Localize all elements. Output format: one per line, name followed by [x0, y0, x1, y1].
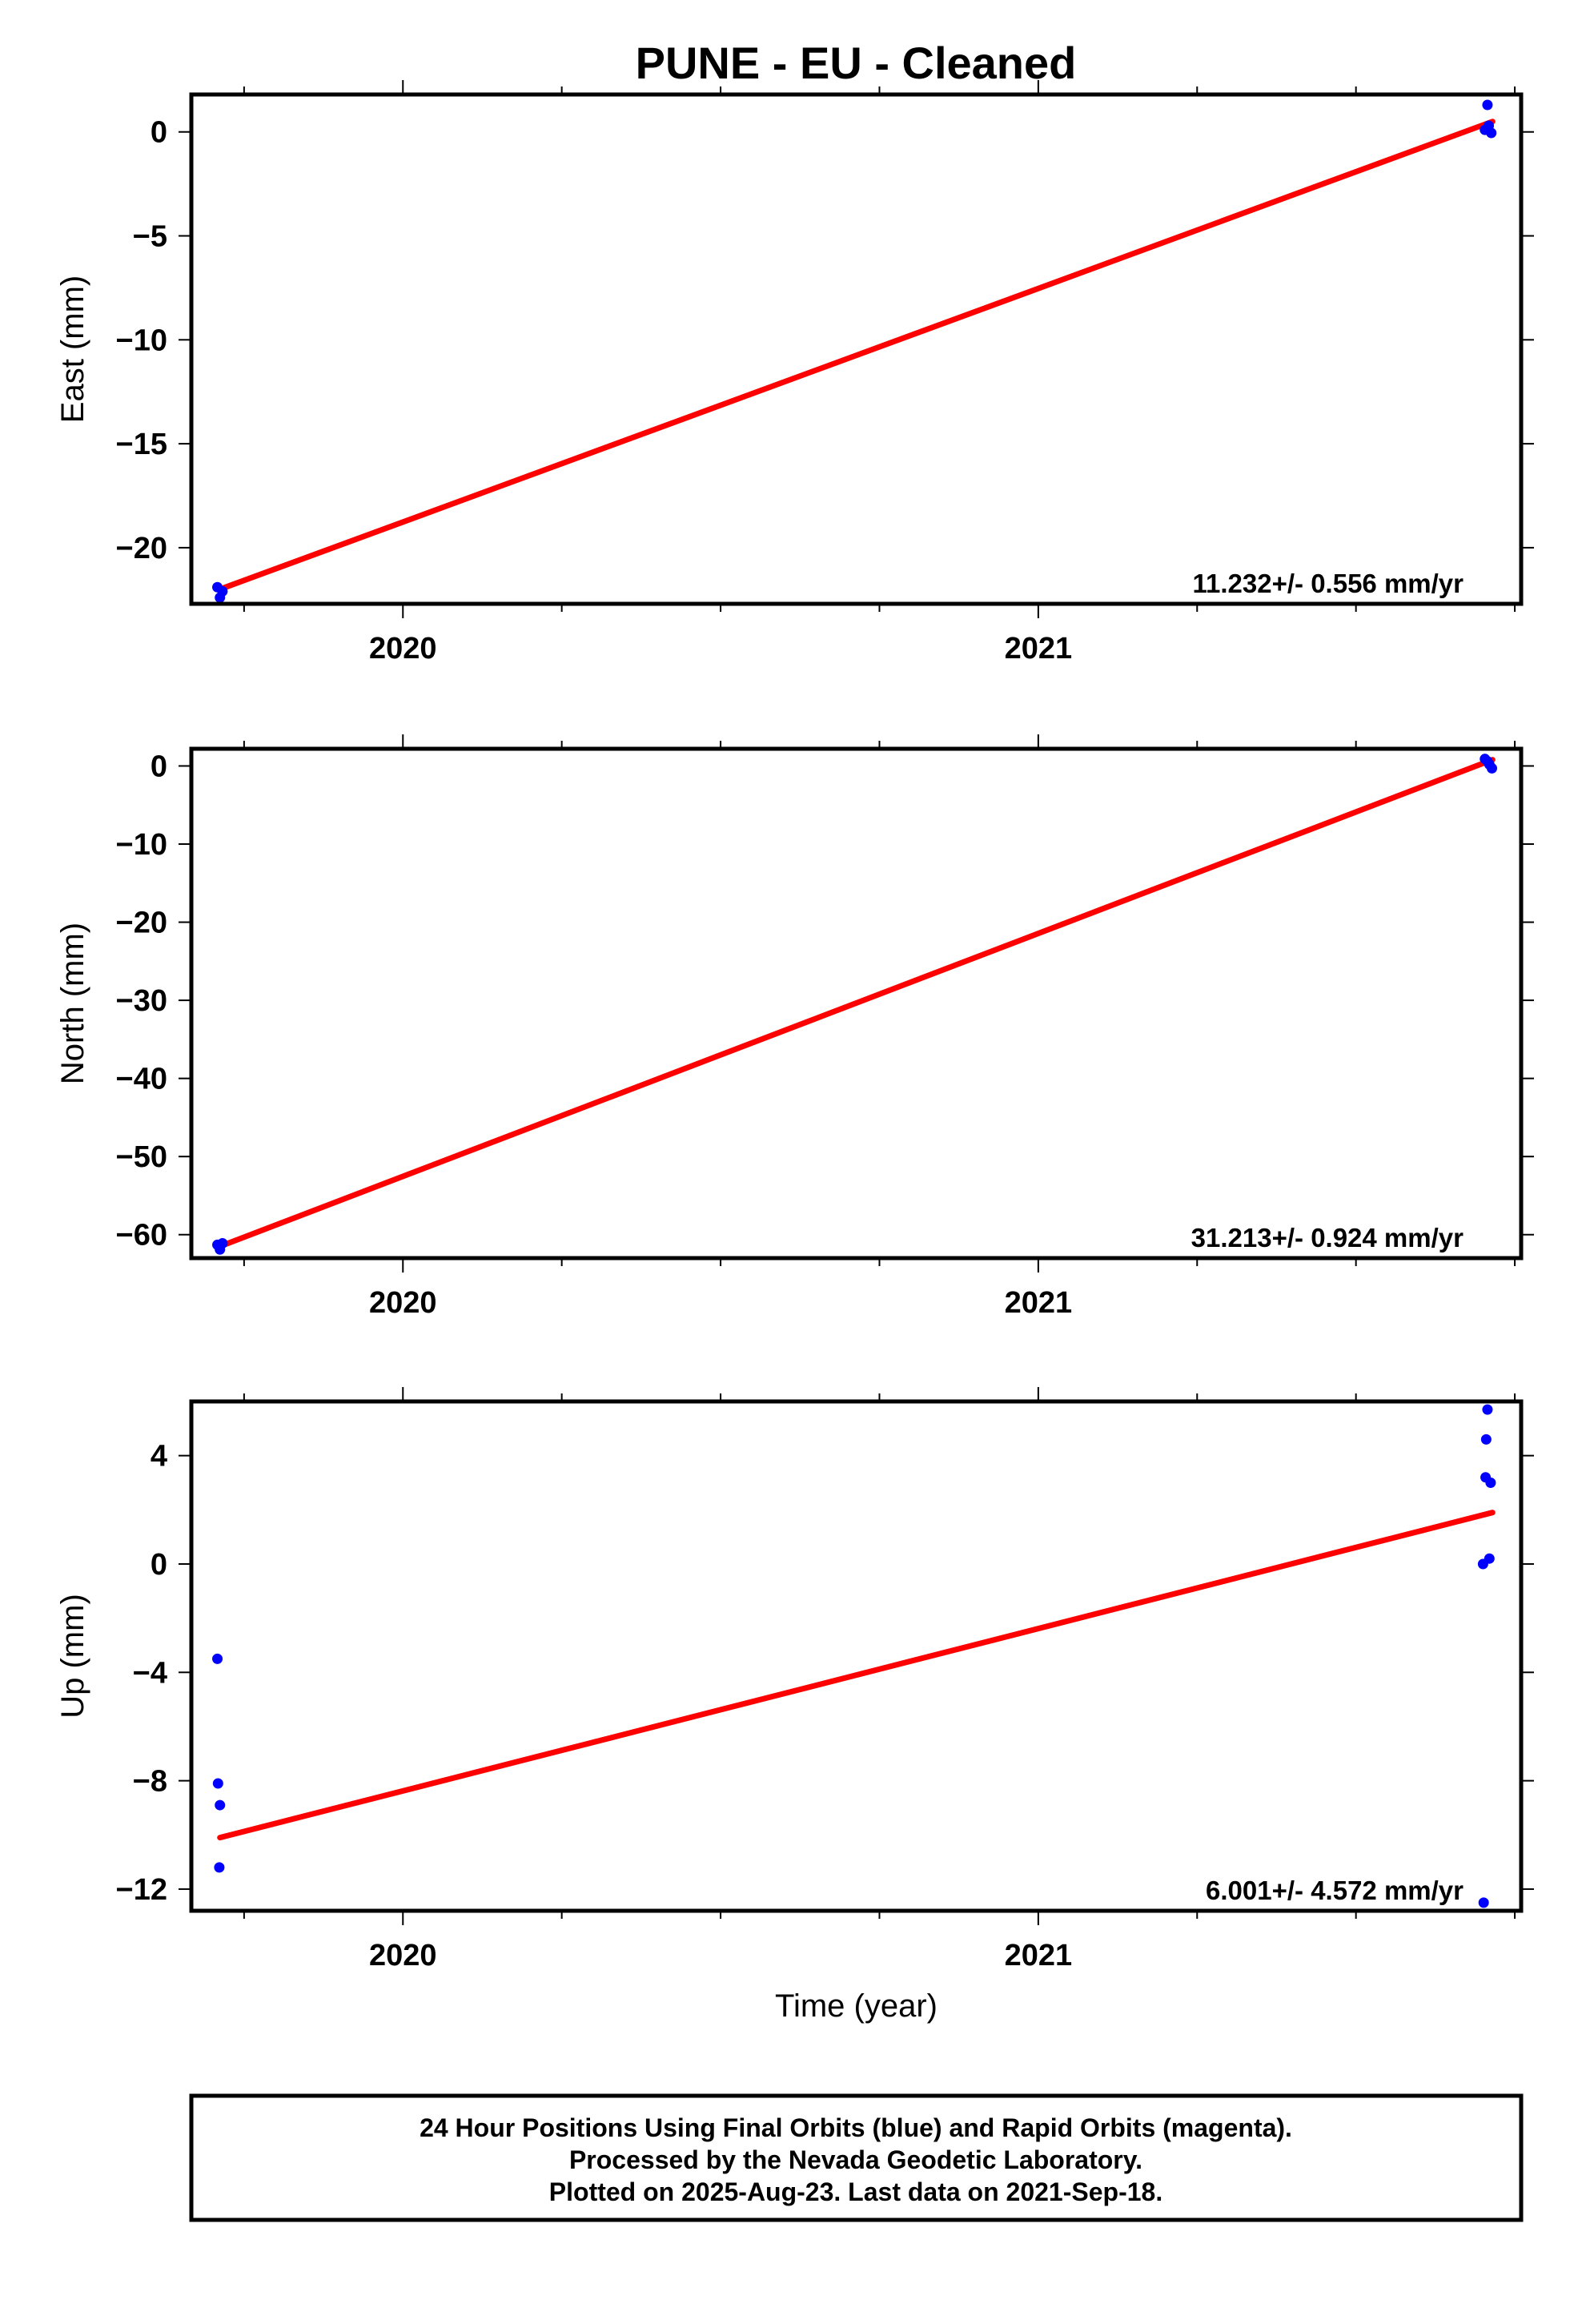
data-point	[1486, 762, 1497, 774]
y-tick-label: 0	[151, 116, 167, 150]
x-axis-label: Time (year)	[775, 1988, 938, 2024]
rate-label: 31.213+/- 0.924 mm/yr	[1191, 1223, 1464, 1252]
y-axis-label: Up (mm)	[55, 1594, 90, 1719]
data-point	[217, 1237, 228, 1248]
data-point	[212, 1653, 223, 1664]
y-tick-label: −50	[116, 1140, 167, 1174]
y-tick-label: −12	[116, 1873, 167, 1907]
y-tick-label: −60	[116, 1219, 167, 1252]
y-tick-label: −4	[133, 1656, 167, 1690]
y-tick-label: −10	[116, 324, 167, 357]
data-point	[217, 585, 228, 597]
x-tick-label: 2020	[369, 632, 437, 665]
x-tick-label: 2021	[1005, 1286, 1073, 1320]
x-tick-label: 2020	[369, 1939, 437, 1972]
footer-frame	[189, 2093, 1524, 2222]
data-point	[1482, 1404, 1493, 1415]
y-tick-label: −20	[116, 532, 167, 565]
plot-frame	[189, 92, 1524, 606]
trend-line	[217, 1510, 1496, 1841]
y-tick-label: −30	[116, 984, 167, 1018]
data-point	[1485, 1477, 1496, 1488]
data-point	[1486, 127, 1497, 139]
east-panel: 0 −5 −10 −15 −20 2020 2021 11.232+/- 0.556 mm/y…	[55, 80, 1534, 665]
data-point	[1484, 1553, 1495, 1564]
data-point	[212, 1778, 223, 1789]
north-panel: 0 −10 −20 −30 −40 −50 −60 2020 2021 31.213+/- 0.9…	[55, 734, 1534, 1320]
footer-line-2: Processed by the Nevada Geodetic Laborat…	[569, 2145, 1142, 2174]
footer-line-3: Plotted on 2025-Aug-23. Last data on 202…	[549, 2177, 1162, 2206]
y-tick-label: 4	[151, 1440, 167, 1474]
y-tick-label: −20	[116, 907, 167, 940]
up-panel: 4 0 −4 −8 −12 2020 2021 6.001+/- 4.572 mm/yr Up …	[55, 1387, 1534, 2024]
data-point	[215, 1799, 226, 1811]
x-tick-label: 2021	[1005, 632, 1073, 665]
y-tick-label: 0	[151, 1548, 167, 1582]
y-tick-label: −40	[116, 1063, 167, 1096]
y-tick-label: −8	[133, 1765, 167, 1799]
y-tick-label: 0	[151, 750, 167, 783]
figure-title: PUNE - EU - Cleaned	[636, 38, 1077, 88]
y-tick-label: −10	[116, 828, 167, 862]
footer-line-1: 24 Hour Positions Using Final Orbits (bl…	[420, 2113, 1292, 2142]
data-point	[1478, 1897, 1489, 1908]
data-point	[1482, 99, 1493, 111]
plot-frame	[189, 746, 1524, 1261]
footer-box: 24 Hour Positions Using Final Orbits (bl…	[189, 2093, 1524, 2222]
plot-frame	[189, 1399, 1524, 1913]
data-point	[214, 1862, 225, 1873]
x-tick-label: 2021	[1005, 1939, 1073, 1972]
y-axis-label: East (mm)	[55, 275, 90, 423]
x-tick-label: 2020	[369, 1286, 437, 1320]
rate-label: 11.232+/- 0.556 mm/yr	[1192, 569, 1464, 598]
trend-line	[217, 119, 1496, 593]
y-tick-label: −5	[133, 220, 167, 254]
y-tick-label: −15	[116, 428, 167, 461]
data-point	[1480, 1433, 1492, 1445]
trend-line	[217, 757, 1496, 1249]
rate-label: 6.001+/- 4.572 mm/yr	[1206, 1876, 1464, 1905]
y-axis-label: North (mm)	[55, 923, 90, 1084]
